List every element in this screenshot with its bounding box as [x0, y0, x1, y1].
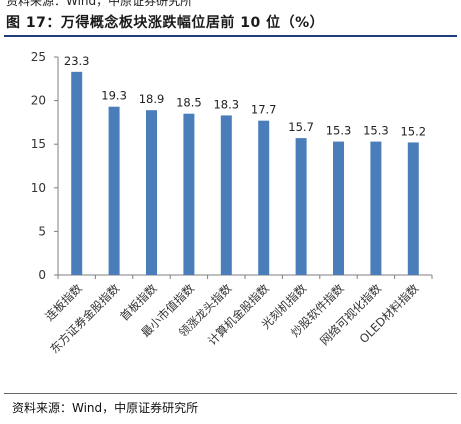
data-label: 15.3 [363, 124, 389, 138]
data-label: 17.7 [251, 103, 277, 117]
bar-chart: 0 5 10 15 20 25 23.3 19.3 18.9 18.5 18.3 17.7 15.7 1… [31, 50, 433, 356]
data-label: 18.9 [139, 92, 165, 106]
chart-bars [71, 71, 419, 276]
bar-1 [71, 71, 83, 275]
data-label: 15.3 [326, 124, 352, 138]
y-tick-label: 10 [31, 181, 46, 195]
data-label: 18.3 [213, 97, 239, 111]
chart-labels: 23.3 19.3 18.9 18.5 18.3 17.7 15.7 15.3 15.3 15.2… [42, 54, 426, 356]
y-tick-label: 5 [38, 224, 46, 238]
figure-title: 图 17：万得概念板块涨跌幅位居前 10 位（%） [6, 15, 325, 31]
bar-5 [220, 115, 232, 275]
y-tick-label: 20 [31, 94, 46, 108]
bar-3 [146, 110, 157, 275]
x-category-label: 东方证券金股指数 [47, 281, 122, 356]
bar-6 [258, 120, 270, 275]
bar-8 [333, 141, 344, 275]
data-label: 18.5 [176, 96, 202, 110]
bar-10 [407, 142, 419, 275]
data-label: 15.7 [288, 120, 314, 134]
bar-4 [183, 113, 195, 276]
data-label: 19.3 [101, 89, 127, 103]
source-note: 资料来源：Wind，中原证券研究所 [12, 401, 199, 415]
footer-rule [4, 393, 457, 394]
bar-7 [295, 138, 307, 275]
y-tick-label: 0 [38, 268, 46, 282]
data-label: 15.2 [400, 124, 426, 138]
bar-9 [370, 141, 382, 275]
y-tick-label: 25 [31, 50, 46, 64]
top-source-note: 资料来源：Wind，中原证券研究所 [6, 0, 193, 8]
chart-axes: 0 5 10 15 20 25 [31, 50, 433, 282]
bar-2 [108, 106, 120, 275]
y-tick-label: 15 [31, 137, 46, 151]
title-rule [4, 35, 457, 37]
data-label: 23.3 [64, 54, 90, 68]
